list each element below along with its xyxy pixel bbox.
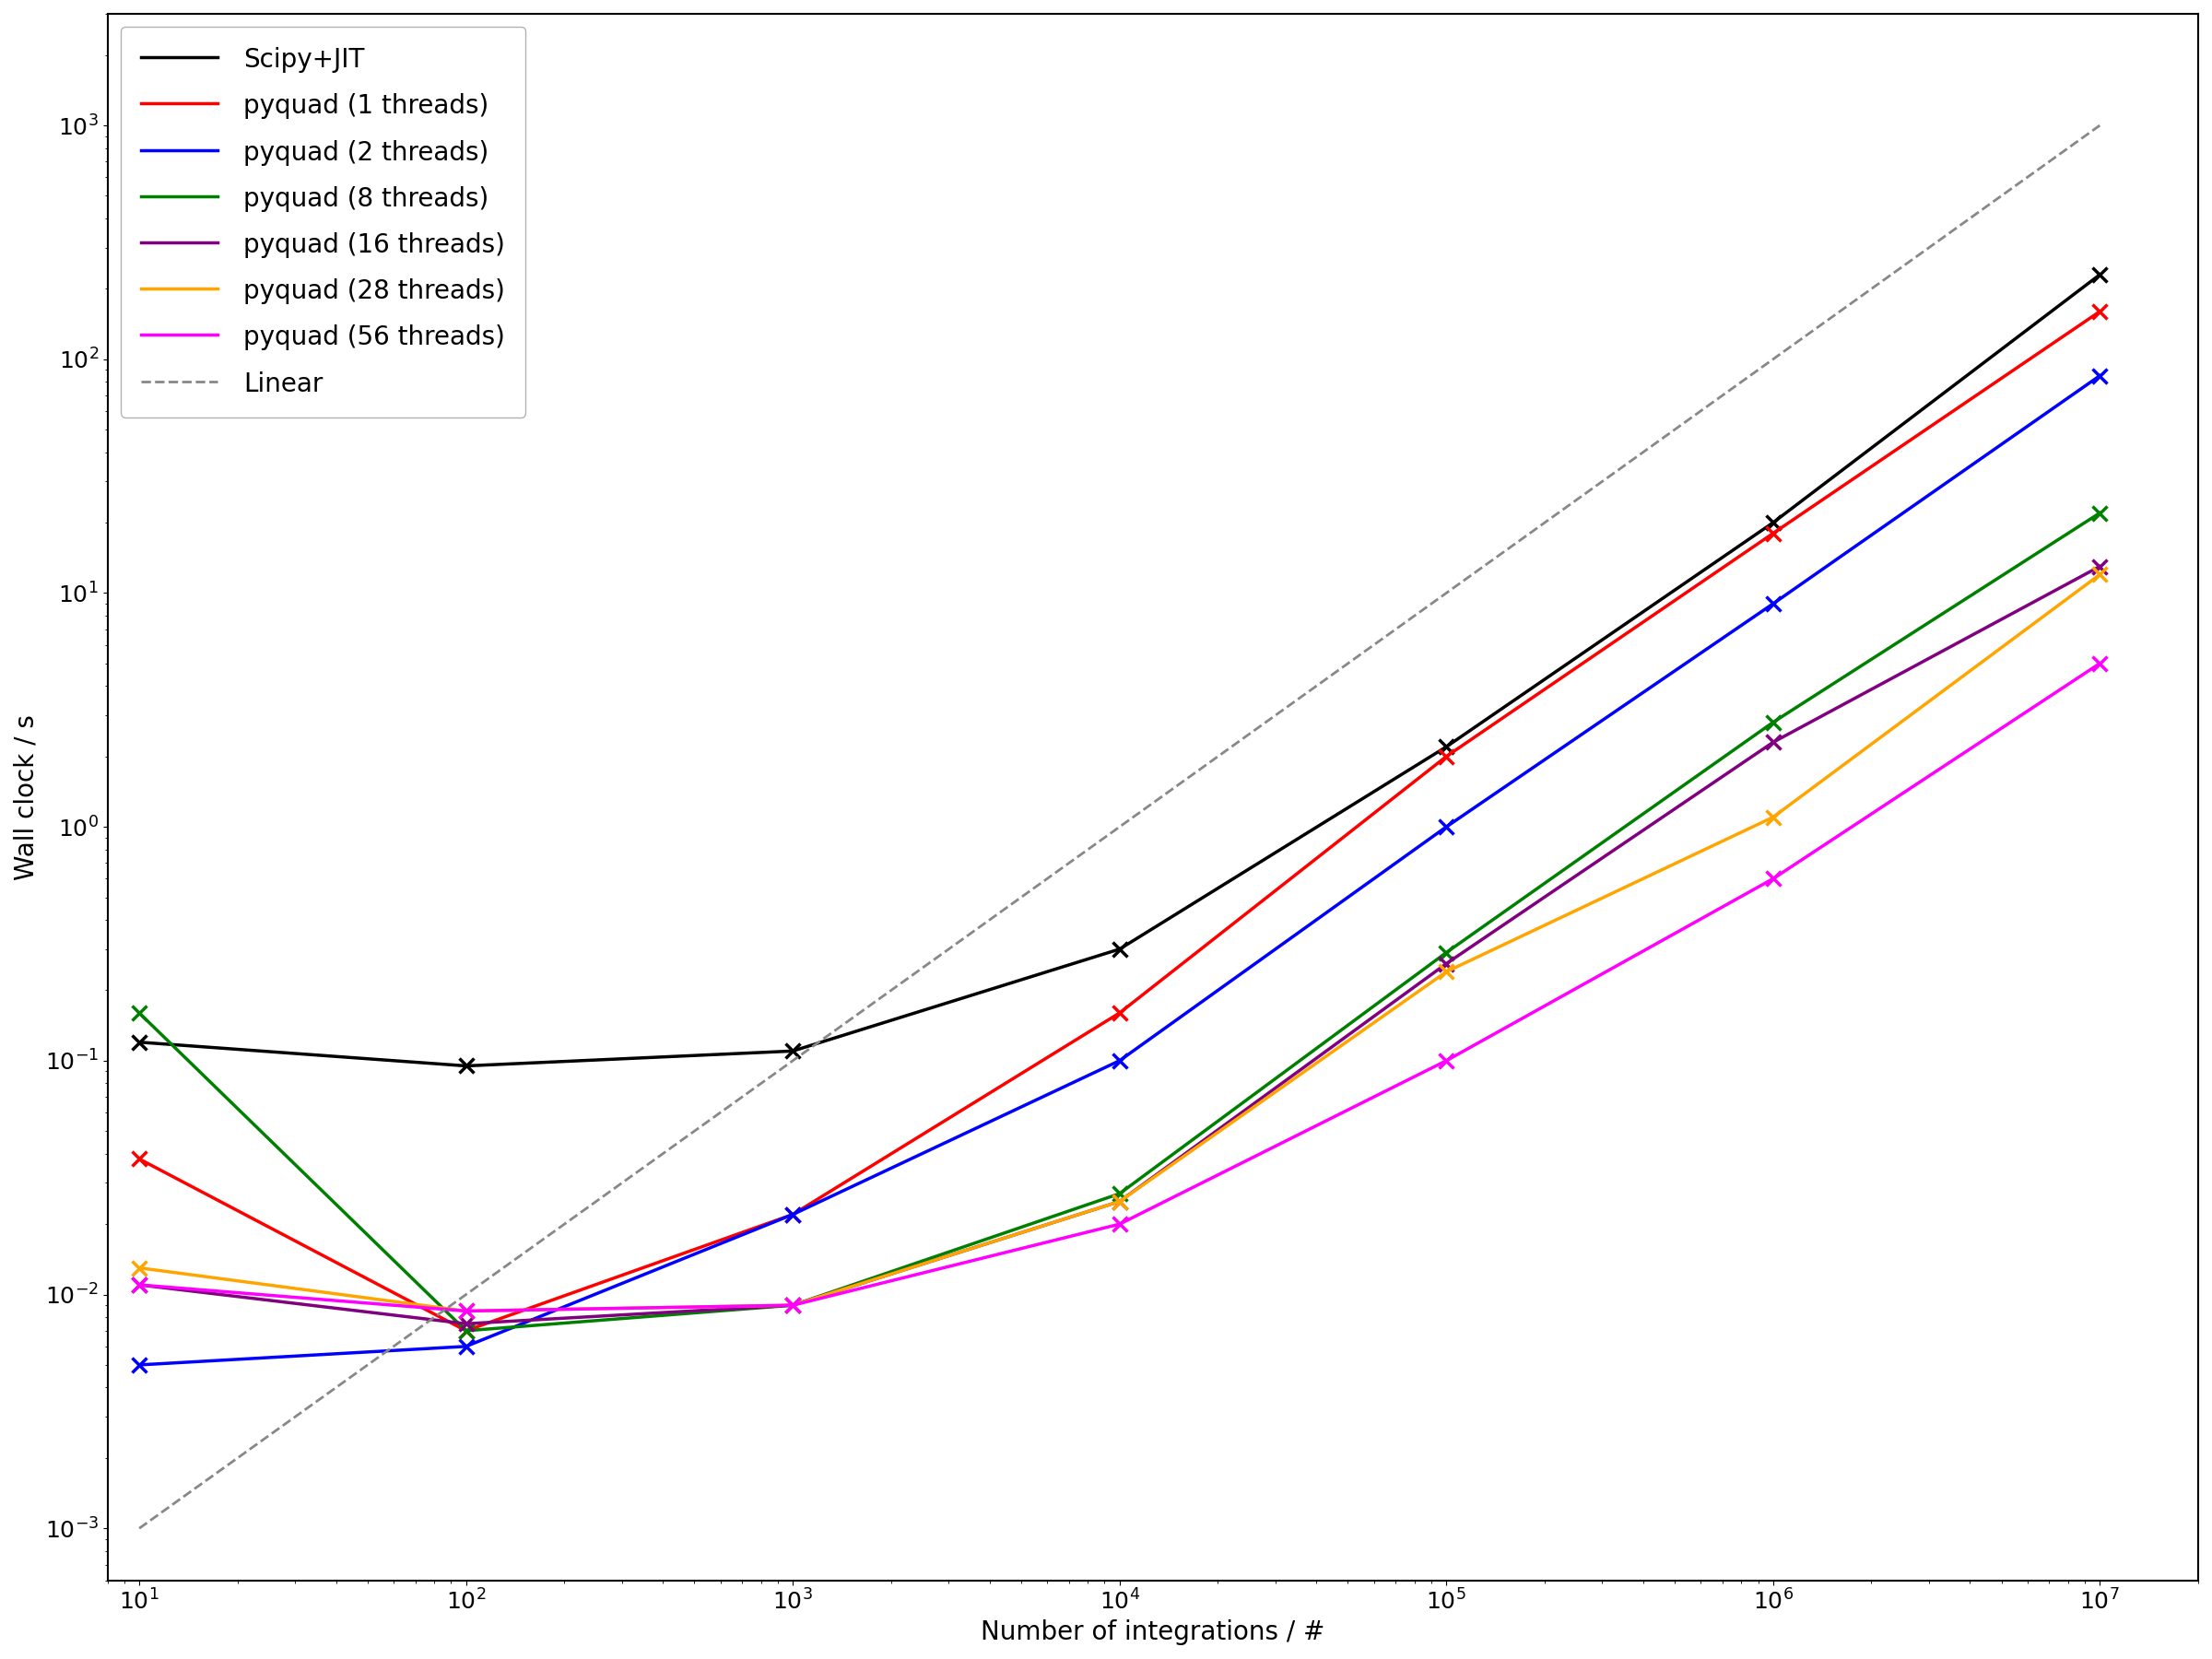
pyquad (2 threads) bbox=[779, 1204, 805, 1224]
pyquad (1 threads) bbox=[779, 1204, 805, 1224]
pyquad (28 threads) bbox=[779, 1296, 805, 1316]
Line: pyquad (28 threads): pyquad (28 threads) bbox=[131, 567, 2108, 1319]
pyquad (2 threads) bbox=[126, 1355, 153, 1375]
pyquad (16 threads) bbox=[1761, 732, 1787, 752]
Scipy+JIT bbox=[1106, 939, 1133, 959]
pyquad (28 threads) bbox=[1433, 962, 1460, 982]
Line: pyquad (16 threads): pyquad (16 threads) bbox=[131, 559, 2108, 1332]
pyquad (16 threads) bbox=[126, 1274, 153, 1294]
pyquad (56 threads) bbox=[779, 1296, 805, 1316]
Scipy+JIT bbox=[1433, 737, 1460, 757]
pyquad (56 threads) bbox=[1106, 1214, 1133, 1234]
pyquad (1 threads) bbox=[1761, 523, 1787, 542]
Line: Linear: Linear bbox=[139, 126, 2099, 1528]
pyquad (56 threads) bbox=[126, 1274, 153, 1294]
Legend: Scipy+JIT, pyquad (1 threads), pyquad (2 threads), pyquad (8 threads), pyquad (1: Scipy+JIT, pyquad (1 threads), pyquad (2… bbox=[119, 27, 526, 418]
Scipy+JIT bbox=[453, 1055, 480, 1075]
pyquad (56 threads) bbox=[1433, 1050, 1460, 1070]
pyquad (2 threads) bbox=[2086, 365, 2112, 385]
pyquad (1 threads) bbox=[2086, 302, 2112, 322]
Scipy+JIT bbox=[779, 1042, 805, 1062]
pyquad (2 threads) bbox=[1433, 816, 1460, 836]
Scipy+JIT bbox=[126, 1032, 153, 1052]
pyquad (1 threads) bbox=[126, 1150, 153, 1170]
X-axis label: Number of integrations / #: Number of integrations / # bbox=[980, 1619, 1325, 1646]
Line: pyquad (56 threads): pyquad (56 threads) bbox=[131, 655, 2108, 1319]
pyquad (8 threads) bbox=[453, 1321, 480, 1340]
pyquad (1 threads) bbox=[1433, 747, 1460, 766]
Line: pyquad (1 threads): pyquad (1 threads) bbox=[131, 304, 2108, 1339]
pyquad (56 threads) bbox=[453, 1301, 480, 1321]
pyquad (16 threads) bbox=[779, 1296, 805, 1316]
Y-axis label: Wall clock / s: Wall clock / s bbox=[13, 713, 40, 879]
Line: pyquad (2 threads): pyquad (2 threads) bbox=[131, 368, 2108, 1372]
pyquad (8 threads) bbox=[779, 1296, 805, 1316]
pyquad (28 threads) bbox=[1761, 808, 1787, 828]
pyquad (28 threads) bbox=[1106, 1191, 1133, 1211]
Scipy+JIT bbox=[2086, 265, 2112, 285]
pyquad (16 threads) bbox=[1106, 1191, 1133, 1211]
pyquad (28 threads) bbox=[126, 1258, 153, 1277]
pyquad (28 threads) bbox=[2086, 564, 2112, 584]
pyquad (16 threads) bbox=[453, 1314, 480, 1334]
pyquad (2 threads) bbox=[1761, 594, 1787, 614]
pyquad (2 threads) bbox=[453, 1337, 480, 1357]
Linear bbox=[126, 1518, 153, 1538]
pyquad (16 threads) bbox=[2086, 556, 2112, 576]
pyquad (1 threads) bbox=[453, 1321, 480, 1340]
pyquad (8 threads) bbox=[1433, 942, 1460, 962]
pyquad (56 threads) bbox=[2086, 654, 2112, 674]
pyquad (2 threads) bbox=[1106, 1050, 1133, 1070]
pyquad (8 threads) bbox=[1761, 712, 1787, 732]
pyquad (16 threads) bbox=[1433, 954, 1460, 974]
Linear bbox=[2086, 116, 2112, 136]
pyquad (28 threads) bbox=[453, 1301, 480, 1321]
pyquad (1 threads) bbox=[1106, 1004, 1133, 1024]
pyquad (8 threads) bbox=[126, 1004, 153, 1024]
Scipy+JIT bbox=[1761, 513, 1787, 533]
pyquad (56 threads) bbox=[1761, 869, 1787, 889]
Line: Scipy+JIT: Scipy+JIT bbox=[131, 267, 2108, 1073]
Line: pyquad (8 threads): pyquad (8 threads) bbox=[131, 506, 2108, 1339]
pyquad (8 threads) bbox=[2086, 503, 2112, 523]
pyquad (8 threads) bbox=[1106, 1185, 1133, 1204]
